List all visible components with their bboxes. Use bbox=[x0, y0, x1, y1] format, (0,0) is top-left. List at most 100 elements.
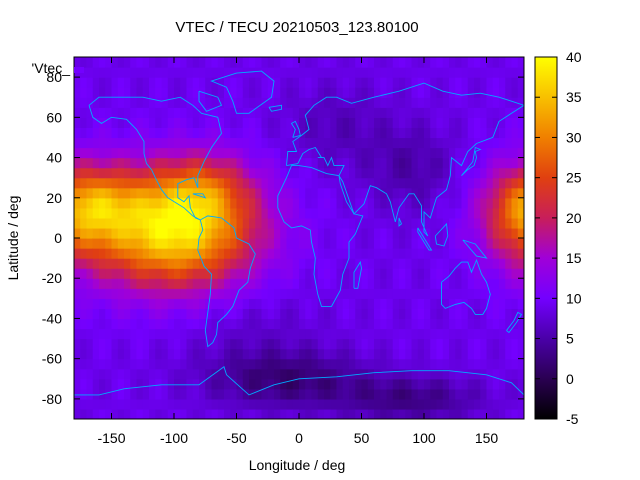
heatmap-cell bbox=[461, 398, 469, 410]
heatmap-cell bbox=[274, 67, 281, 78]
heatmap-cell bbox=[511, 227, 519, 239]
heatmap-cell bbox=[311, 278, 319, 289]
heatmap-cell bbox=[199, 107, 206, 118]
heatmap-cell bbox=[124, 318, 131, 330]
heatmap-cell bbox=[161, 388, 169, 400]
heatmap-cell bbox=[211, 127, 219, 139]
heatmap-cell bbox=[405, 378, 413, 390]
heatmap-cell bbox=[499, 97, 506, 108]
heatmap-cell bbox=[236, 107, 244, 118]
heatmap-cell bbox=[161, 288, 169, 299]
heatmap-cell bbox=[180, 398, 188, 410]
heatmap-cell bbox=[242, 167, 250, 179]
heatmap-cell bbox=[74, 177, 81, 189]
heatmap-cell bbox=[92, 117, 100, 128]
heatmap-cell bbox=[330, 87, 338, 98]
heatmap-cell bbox=[242, 378, 250, 390]
heatmap-cell bbox=[305, 97, 313, 108]
heatmap-cell bbox=[411, 328, 419, 340]
heatmap-cell bbox=[480, 187, 488, 199]
heatmap-cell bbox=[349, 248, 356, 259]
heatmap-cell bbox=[436, 338, 444, 350]
heatmap-cell bbox=[186, 67, 194, 78]
heatmap-cell bbox=[411, 338, 419, 350]
heatmap-cell bbox=[330, 248, 338, 259]
heatmap-cell bbox=[430, 408, 438, 419]
heatmap-cell bbox=[280, 97, 288, 108]
heatmap-cell bbox=[217, 197, 225, 209]
heatmap-cell bbox=[411, 278, 419, 289]
heatmap-cell bbox=[436, 328, 444, 340]
heatmap-cell bbox=[486, 278, 494, 289]
heatmap-cell bbox=[336, 238, 344, 249]
heatmap-cell bbox=[99, 268, 106, 279]
heatmap-cell bbox=[374, 398, 381, 410]
heatmap-cell bbox=[242, 197, 250, 209]
heatmap-cell bbox=[367, 97, 375, 108]
heatmap-cell bbox=[205, 368, 213, 380]
heatmap-cell bbox=[111, 127, 119, 139]
heatmap-cell bbox=[461, 57, 469, 68]
heatmap-cell bbox=[411, 298, 419, 309]
heatmap-cell bbox=[186, 278, 194, 289]
heatmap-cell bbox=[324, 177, 331, 189]
heatmap-cell bbox=[149, 268, 156, 279]
heatmap-cell bbox=[474, 117, 481, 128]
heatmap-cell bbox=[442, 227, 450, 239]
heatmap-cell bbox=[199, 217, 206, 229]
heatmap-cell bbox=[111, 388, 119, 400]
heatmap-cell bbox=[511, 137, 519, 149]
heatmap-cell bbox=[136, 137, 144, 149]
heatmap-cell bbox=[199, 97, 206, 108]
heatmap-cell bbox=[149, 177, 156, 189]
heatmap-cell bbox=[380, 278, 388, 289]
heatmap-cell bbox=[449, 328, 456, 340]
heatmap-cell bbox=[405, 107, 413, 118]
heatmap-cell bbox=[299, 167, 306, 179]
heatmap-cell bbox=[280, 238, 288, 249]
heatmap-cell bbox=[255, 177, 263, 189]
heatmap-cell bbox=[305, 197, 313, 209]
heatmap-cell bbox=[74, 238, 81, 249]
heatmap-cell bbox=[317, 87, 325, 98]
heatmap-cell bbox=[230, 77, 238, 88]
heatmap-cell bbox=[392, 258, 400, 269]
heatmap-cell bbox=[255, 368, 263, 380]
heatmap-cell bbox=[336, 97, 344, 108]
heatmap-cell bbox=[192, 147, 200, 159]
heatmap-cell bbox=[167, 207, 175, 219]
heatmap-cell bbox=[467, 177, 475, 189]
heatmap-cell bbox=[142, 97, 150, 108]
heatmap-cell bbox=[86, 87, 94, 98]
heatmap-cell bbox=[186, 217, 194, 229]
heatmap-cell bbox=[492, 87, 500, 98]
heatmap-cell bbox=[111, 117, 119, 128]
heatmap-cell bbox=[255, 137, 263, 149]
heatmap-cell bbox=[349, 77, 356, 88]
heatmap-cell bbox=[242, 408, 250, 419]
heatmap-cell bbox=[492, 177, 500, 189]
heatmap-cell bbox=[424, 368, 431, 380]
heatmap-cell bbox=[436, 398, 444, 410]
heatmap-cell bbox=[167, 227, 175, 239]
heatmap-cell bbox=[105, 318, 113, 330]
heatmap-cell bbox=[255, 77, 263, 88]
heatmap-cell bbox=[199, 328, 206, 340]
heatmap-cell bbox=[174, 388, 181, 400]
heatmap-cell bbox=[311, 318, 319, 330]
heatmap-cell bbox=[367, 197, 375, 209]
heatmap-cell bbox=[236, 77, 244, 88]
heatmap-cell bbox=[311, 238, 319, 249]
heatmap-cell bbox=[86, 157, 94, 169]
heatmap-cell bbox=[311, 157, 319, 169]
heatmap-cell bbox=[180, 328, 188, 340]
heatmap-cell bbox=[486, 207, 494, 219]
heatmap-cell bbox=[299, 338, 306, 350]
heatmap-cell bbox=[167, 107, 175, 118]
heatmap-cell bbox=[230, 278, 238, 289]
heatmap-cell bbox=[224, 278, 231, 289]
heatmap-cell bbox=[386, 248, 394, 259]
heatmap-cell bbox=[186, 248, 194, 259]
heatmap-cell bbox=[149, 217, 156, 229]
heatmap-cell bbox=[242, 227, 250, 239]
